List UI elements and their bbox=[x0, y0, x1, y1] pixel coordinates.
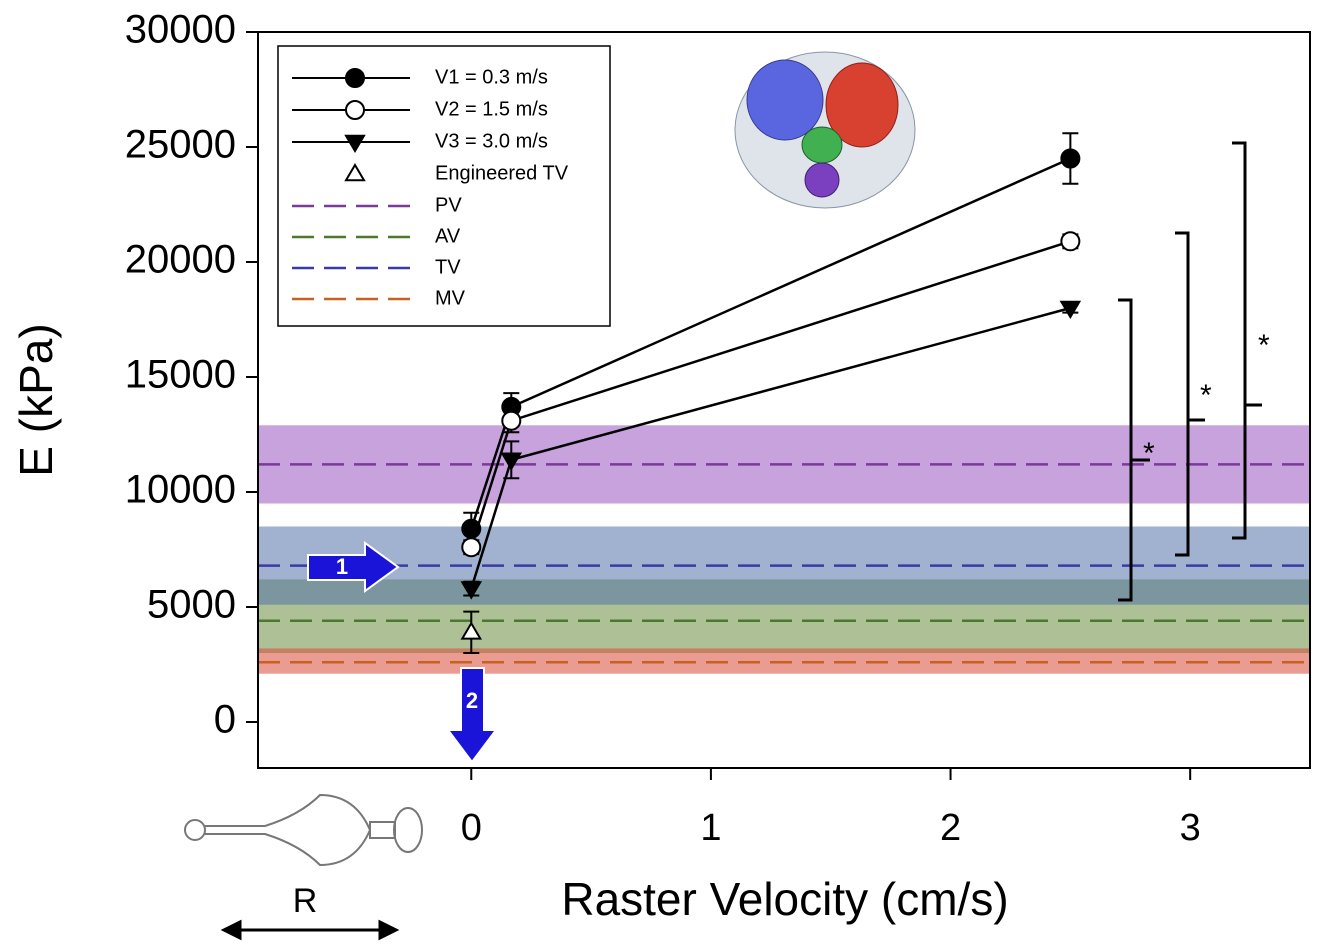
data-point bbox=[461, 537, 482, 558]
arrow-2 bbox=[446, 667, 498, 764]
legend-marker bbox=[345, 68, 365, 88]
legend-label: AV bbox=[435, 225, 461, 247]
data-point bbox=[460, 621, 483, 640]
x-tick-label: 1 bbox=[700, 807, 721, 849]
y-axis-label: E (kPa) bbox=[10, 323, 62, 476]
data-point bbox=[460, 581, 483, 600]
significance-star: * bbox=[1200, 379, 1212, 412]
legend: V1 = 0.3 m/s V2 = 1.5 m/s V3 = 3.0 m/s Engi… bbox=[292, 66, 569, 309]
plot bbox=[460, 132, 1082, 654]
legend-box bbox=[277, 45, 611, 327]
legend-label: V2 = 1.5 m/s bbox=[435, 98, 548, 120]
legend-label: V3 = 3.0 m/s bbox=[435, 130, 548, 152]
data-point bbox=[501, 410, 522, 431]
y-tick-label: 5000 bbox=[147, 583, 236, 627]
x-axis-label: Raster Velocity (cm/s) bbox=[561, 873, 1008, 925]
y-tick-label: 10000 bbox=[125, 468, 236, 512]
arrow-label: 1 bbox=[336, 554, 348, 579]
significance-star: * bbox=[1258, 329, 1270, 362]
arrow-label: 2 bbox=[466, 688, 478, 713]
data-point bbox=[1060, 231, 1081, 252]
significance-brackets bbox=[1118, 141, 1262, 602]
legend-marker bbox=[344, 134, 366, 153]
legend-label: V1 = 0.3 m/s bbox=[435, 66, 548, 88]
plot-frame bbox=[257, 31, 1311, 769]
heart-icon bbox=[734, 51, 916, 209]
legend-label: TV bbox=[435, 256, 461, 278]
data-point bbox=[1060, 148, 1081, 169]
y-tick-label: 25000 bbox=[125, 123, 236, 167]
significance-star: * bbox=[1143, 437, 1155, 470]
x-tick-label: 0 bbox=[461, 807, 482, 849]
data-point bbox=[500, 452, 523, 471]
y-tick-label: 15000 bbox=[125, 353, 236, 397]
legend-marker bbox=[345, 100, 365, 120]
legend-label: PV bbox=[435, 194, 462, 216]
arrow-1 bbox=[307, 541, 400, 593]
legend-label: Engineered TV bbox=[435, 162, 569, 184]
y-tick-label: 20000 bbox=[125, 238, 236, 282]
x-tick-label: 3 bbox=[1180, 807, 1201, 849]
device-label: R bbox=[293, 882, 318, 920]
bands bbox=[258, 425, 1310, 674]
device-icon bbox=[184, 793, 423, 867]
legend-marker bbox=[344, 163, 366, 182]
y-tick-label: 0 bbox=[214, 698, 236, 742]
double-arrow bbox=[220, 919, 400, 941]
x-tick-label: 2 bbox=[940, 807, 961, 849]
data-point bbox=[1059, 300, 1082, 319]
legend-label: MV bbox=[435, 287, 466, 309]
y-tick-label: 30000 bbox=[125, 8, 236, 52]
